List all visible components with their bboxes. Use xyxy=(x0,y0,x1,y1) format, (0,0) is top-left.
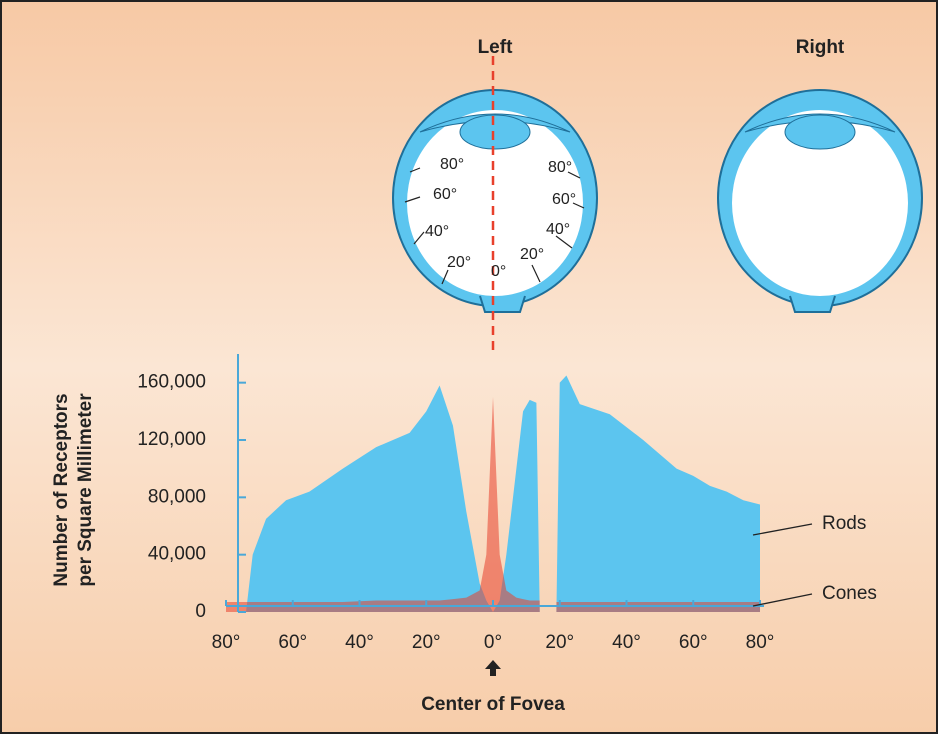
y-tick-label: 160,000 xyxy=(137,372,206,393)
x-tick-label: 20° xyxy=(545,632,574,653)
x-tick-label: 80° xyxy=(212,632,241,653)
x-tick-label: 60° xyxy=(679,632,708,653)
y-axis-title-line: Number of Receptors xyxy=(51,393,72,586)
y-tick-label: 0 xyxy=(195,601,206,622)
x-tick-label: 60° xyxy=(278,632,307,653)
x-axis-title: Center of Fovea xyxy=(421,694,565,715)
eye-angle: 60° xyxy=(552,191,576,208)
eye-angle: 40° xyxy=(546,221,570,238)
chart: Left Right 80° 60° 40° 20° 0° 20° 40° 60… xyxy=(0,0,938,734)
eye-angle: 80° xyxy=(548,159,572,176)
x-tick-label: 80° xyxy=(746,632,775,653)
series-label: Cones xyxy=(822,583,877,604)
eye-title: Right xyxy=(796,37,845,58)
x-tick-label: 0° xyxy=(484,632,502,653)
eye-title: Left xyxy=(478,37,514,58)
eye-angle: 60° xyxy=(433,186,457,203)
eye-angle: 20° xyxy=(447,254,471,271)
series-label: Rods xyxy=(822,513,866,534)
y-tick-label: 80,000 xyxy=(148,486,206,507)
eye-angle: 80° xyxy=(440,156,464,173)
y-tick-label: 120,000 xyxy=(137,429,206,450)
eye-angle: 40° xyxy=(425,223,449,240)
x-tick-label: 40° xyxy=(612,632,641,653)
y-tick-label: 40,000 xyxy=(148,544,206,565)
y-axis-title-line: per Square Millimeter xyxy=(75,393,96,587)
x-tick-label: 40° xyxy=(345,632,374,653)
x-tick-label: 20° xyxy=(412,632,441,653)
eye-angle: 20° xyxy=(520,246,544,263)
eye-angle: 0° xyxy=(491,263,506,280)
